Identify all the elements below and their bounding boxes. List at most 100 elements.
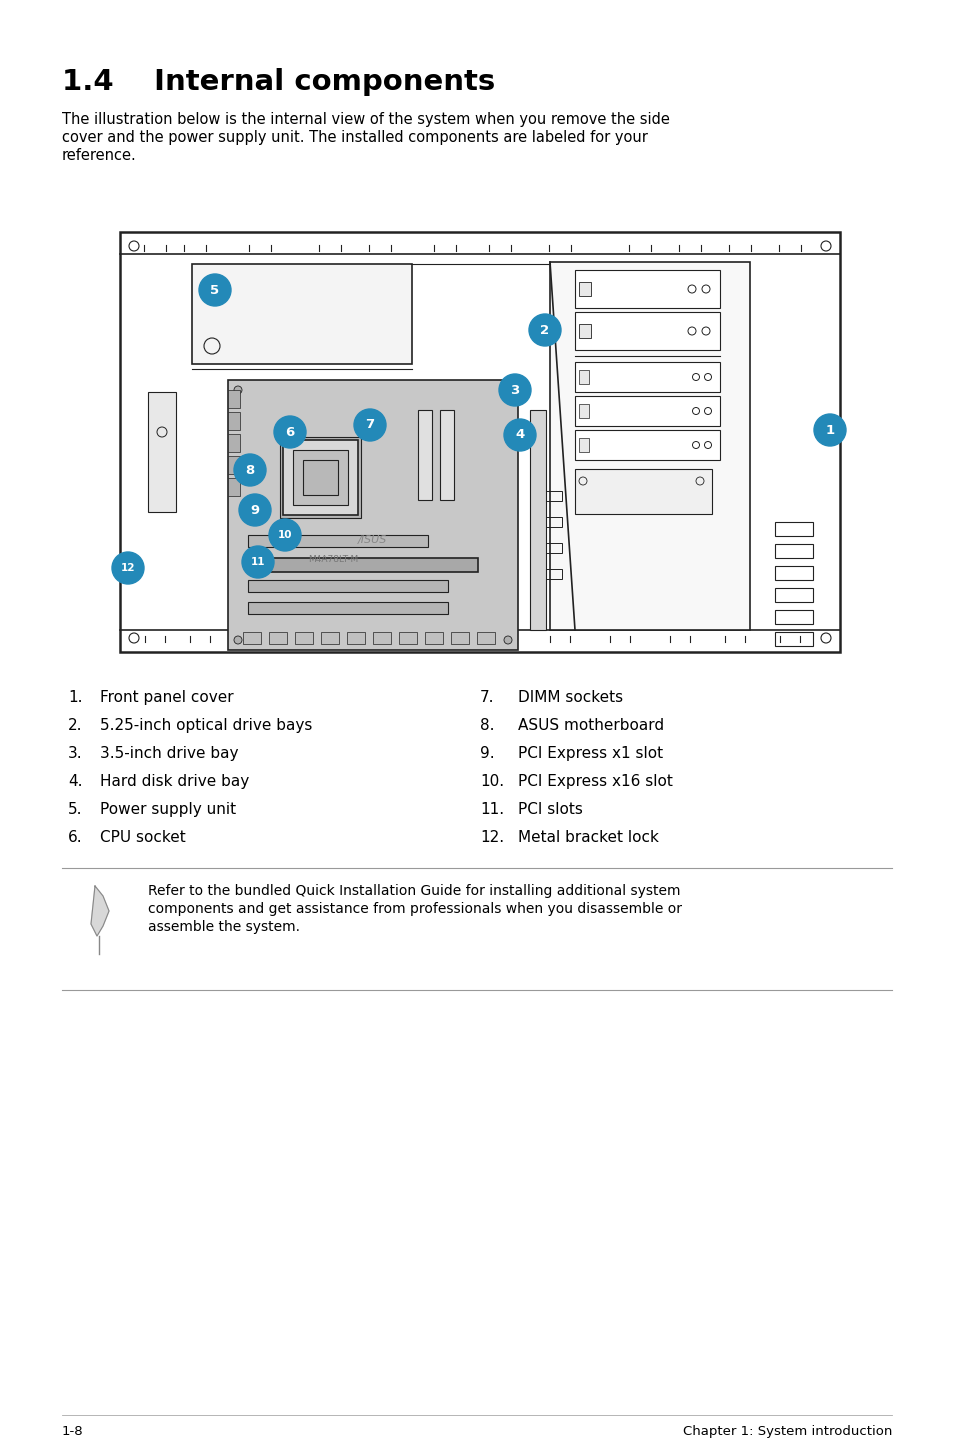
Text: 9: 9 [251,503,259,516]
Bar [575,469,711,513]
Bar [575,430,720,460]
Text: reference.: reference. [62,148,136,162]
Text: ASUS motherboard: ASUS motherboard [517,718,663,733]
Bar [228,477,240,496]
Bar [243,631,261,644]
Text: 2: 2 [539,324,549,336]
Text: 9.: 9. [479,746,494,761]
Bar [192,265,412,364]
Text: 1.4    Internal components: 1.4 Internal components [62,68,495,96]
Bar [578,439,588,452]
Circle shape [112,552,144,584]
Circle shape [233,636,242,644]
Bar [578,324,590,338]
Bar [543,544,561,554]
Circle shape [354,408,386,441]
Text: CPU socket: CPU socket [100,830,186,846]
Bar [578,282,590,296]
Text: 6: 6 [285,426,294,439]
Circle shape [199,275,231,306]
Text: Front panel cover: Front panel cover [100,690,233,705]
Bar [228,434,240,452]
Text: 11: 11 [251,557,265,567]
Bar [417,410,432,500]
Circle shape [498,374,531,406]
Text: Refer to the bundled Quick Installation Guide for installing additional system: Refer to the bundled Quick Installation … [148,884,679,897]
Bar [398,631,416,644]
Bar [303,460,337,495]
Text: 8.: 8. [479,718,494,733]
Text: 12: 12 [121,564,135,572]
Text: 10: 10 [277,531,292,541]
Text: 4.: 4. [68,774,82,789]
Text: 1.: 1. [68,690,82,705]
Circle shape [503,636,512,644]
Text: 1-8: 1-8 [62,1425,84,1438]
Text: 7: 7 [365,418,375,431]
Text: assemble the system.: assemble the system. [148,920,299,935]
Circle shape [269,519,301,551]
Text: 5: 5 [211,283,219,296]
Bar [248,603,448,614]
Text: PCI slots: PCI slots [517,802,582,817]
Bar [120,232,840,651]
Text: Hard disk drive bay: Hard disk drive bay [100,774,249,789]
Bar [575,362,720,393]
Bar [476,631,495,644]
Text: 2.: 2. [68,718,82,733]
Text: 4: 4 [515,429,524,441]
Bar [550,262,749,630]
Bar [283,440,357,515]
Bar [347,631,365,644]
Bar [269,631,287,644]
Text: 6.: 6. [68,830,83,846]
Text: components and get assistance from professionals when you disassemble or: components and get assistance from profe… [148,902,681,916]
Circle shape [274,416,306,449]
Bar [774,522,812,536]
Bar [228,390,240,408]
Text: cover and the power supply unit. The installed components are labeled for your: cover and the power supply unit. The ins… [62,129,647,145]
Bar [148,393,175,512]
Bar [575,270,720,308]
Text: The illustration below is the internal view of the system when you remove the si: The illustration below is the internal v… [62,112,669,127]
Text: 3.5-inch drive bay: 3.5-inch drive bay [100,746,238,761]
Circle shape [239,495,271,526]
Bar [543,569,561,580]
Text: 12.: 12. [479,830,503,846]
Bar [774,610,812,624]
Circle shape [233,385,242,394]
Text: DIMM sockets: DIMM sockets [517,690,622,705]
Bar [280,437,360,518]
Text: Chapter 1: System introduction: Chapter 1: System introduction [682,1425,891,1438]
Text: /ISUS: /ISUS [357,535,387,545]
Circle shape [242,546,274,578]
Bar [578,370,588,384]
Text: PCI Express x1 slot: PCI Express x1 slot [517,746,662,761]
Bar [774,567,812,580]
Bar [424,631,442,644]
Circle shape [233,454,266,486]
Bar [248,535,428,546]
Bar [248,580,448,592]
Text: 5.: 5. [68,802,82,817]
Text: 11.: 11. [479,802,503,817]
Text: PCI Express x16 slot: PCI Express x16 slot [517,774,672,789]
Text: 5.25-inch optical drive bays: 5.25-inch optical drive bays [100,718,312,733]
Bar [228,456,240,475]
Bar [228,413,240,430]
Bar [578,404,588,418]
Bar [575,395,720,426]
Circle shape [503,385,512,394]
Bar [774,631,812,646]
Text: 3.: 3. [68,746,83,761]
Bar [228,380,517,650]
Text: Metal bracket lock: Metal bracket lock [517,830,659,846]
Bar [451,631,469,644]
Text: 7.: 7. [479,690,494,705]
Polygon shape [91,886,109,936]
Text: 1: 1 [824,424,834,437]
Text: 10.: 10. [479,774,503,789]
Bar [774,588,812,603]
Bar [320,631,338,644]
Bar [774,544,812,558]
